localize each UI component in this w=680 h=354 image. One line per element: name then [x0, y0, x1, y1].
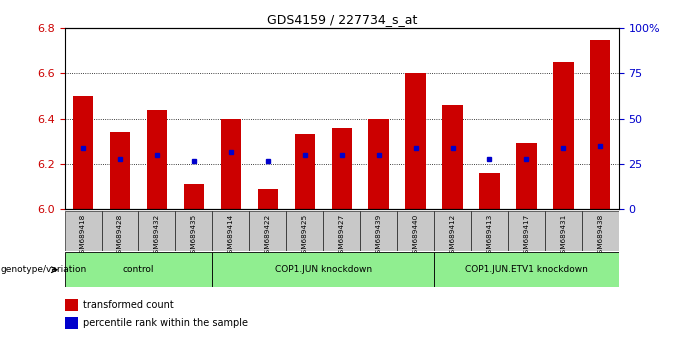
Text: transformed count: transformed count [83, 301, 173, 310]
Bar [590, 40, 611, 209]
Text: GSM689414: GSM689414 [228, 214, 234, 258]
Bar [286, 211, 323, 251]
Bar [434, 252, 619, 287]
Text: GSM689427: GSM689427 [339, 214, 345, 258]
Bar [405, 73, 426, 209]
Bar [294, 135, 315, 209]
Bar [332, 127, 352, 209]
Bar [65, 317, 78, 329]
Text: GSM689432: GSM689432 [154, 214, 160, 258]
Bar [434, 211, 471, 251]
Text: GSM689412: GSM689412 [449, 214, 456, 258]
Bar [250, 211, 286, 251]
Text: GSM689439: GSM689439 [375, 214, 381, 258]
Text: percentile rank within the sample: percentile rank within the sample [83, 318, 248, 328]
Text: GSM689428: GSM689428 [117, 214, 123, 258]
Text: GSM689413: GSM689413 [486, 214, 492, 258]
Bar [545, 211, 582, 251]
Bar [212, 252, 434, 287]
Text: genotype/variation: genotype/variation [1, 265, 87, 274]
Bar [65, 211, 101, 251]
Bar [221, 119, 241, 209]
Text: GSM689438: GSM689438 [597, 214, 603, 258]
Bar [147, 109, 167, 209]
Bar [73, 96, 93, 209]
Bar [65, 299, 78, 312]
Bar [479, 173, 500, 209]
Bar [554, 62, 573, 209]
Text: COP1.JUN.ETV1 knockdown: COP1.JUN.ETV1 knockdown [465, 265, 588, 274]
Text: GSM689422: GSM689422 [265, 214, 271, 258]
Bar [258, 189, 278, 209]
Bar [443, 105, 462, 209]
Text: GSM689418: GSM689418 [80, 214, 86, 258]
Text: GSM689435: GSM689435 [191, 214, 197, 258]
Text: GSM689431: GSM689431 [560, 214, 566, 258]
Bar [508, 211, 545, 251]
Bar [360, 211, 397, 251]
Bar [397, 211, 434, 251]
Bar [582, 211, 619, 251]
Bar [323, 211, 360, 251]
Bar [110, 132, 130, 209]
Text: COP1.JUN knockdown: COP1.JUN knockdown [275, 265, 372, 274]
Text: GSM689425: GSM689425 [302, 214, 308, 258]
Title: GDS4159 / 227734_s_at: GDS4159 / 227734_s_at [267, 13, 417, 26]
Bar [184, 184, 204, 209]
Bar [516, 143, 537, 209]
Bar [369, 119, 389, 209]
Text: control: control [123, 265, 154, 274]
Text: GSM689440: GSM689440 [413, 214, 419, 258]
Bar [65, 252, 212, 287]
Bar [175, 211, 212, 251]
Text: GSM689417: GSM689417 [524, 214, 530, 258]
Bar [212, 211, 250, 251]
Bar [471, 211, 508, 251]
Bar [101, 211, 139, 251]
Bar [139, 211, 175, 251]
